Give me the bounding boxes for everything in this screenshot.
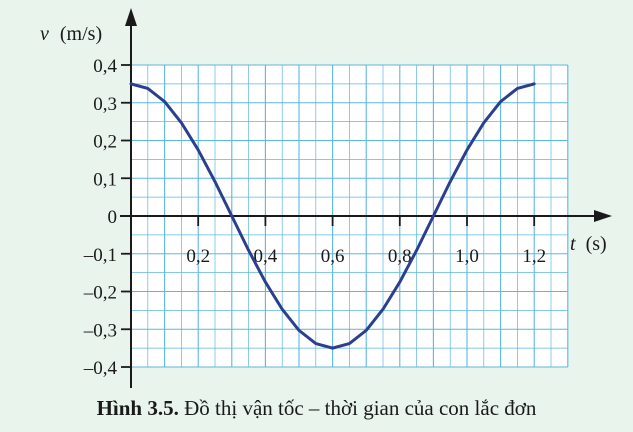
y-tick-label: 0,2: [93, 132, 117, 153]
caption-text: Đồ thị vận tốc – thời gian của con lắc đ…: [184, 396, 537, 420]
x-axis-label: t (s): [570, 233, 607, 255]
y-axis-label: v (m/s): [40, 23, 102, 45]
curve-layer: [129, 82, 536, 350]
y-tick-label: –0,4: [83, 358, 118, 379]
x-tick-label: 1,0: [455, 246, 479, 267]
y-axis-arrow: [125, 8, 137, 26]
y-tick-label: –0,3: [83, 320, 117, 341]
x-tick-label: 1,2: [522, 246, 546, 267]
x-axis-unit: (s): [586, 233, 607, 255]
y-tick-label: 0: [108, 207, 118, 228]
x-tick-label: 0,2: [186, 246, 210, 267]
x-tick-label: 0,8: [388, 246, 412, 267]
y-tick-label: 0,4: [93, 56, 117, 77]
velocity-curve: [129, 82, 536, 350]
x-axis-variable: t: [570, 233, 576, 255]
y-tick-label: 0,1: [93, 169, 117, 190]
caption-label: Hình 3.5.: [96, 396, 179, 420]
ticks: 0,4 0,3 0,2 0,1 0 –0,1 –0,2 –0,3 –0,4 0,2 0,4 0,6 0,…: [83, 56, 546, 379]
x-tick-label: 0,4: [254, 246, 278, 267]
y-axis-variable: v: [40, 23, 49, 45]
x-tick-label: 0,6: [321, 246, 345, 267]
figure-caption: Hình 3.5. Đồ thị vận tốc – thời gian của…: [0, 396, 633, 421]
y-tick-label: –0,2: [83, 283, 117, 304]
y-tick-label: –0,1: [83, 245, 117, 266]
x-axis-arrow: [594, 210, 612, 222]
y-tick-label: 0,3: [93, 94, 117, 115]
y-axis-unit: (m/s): [60, 23, 102, 45]
